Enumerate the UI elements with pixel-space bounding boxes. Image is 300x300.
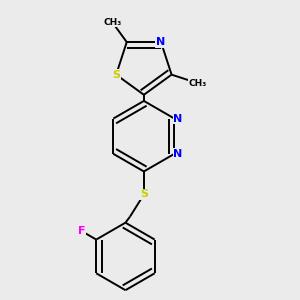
Text: CH₃: CH₃ [189, 79, 207, 88]
Text: F: F [78, 226, 85, 236]
Text: N: N [156, 37, 166, 47]
Text: N: N [173, 149, 183, 159]
Text: CH₃: CH₃ [103, 18, 122, 27]
Text: S: S [140, 190, 148, 200]
Text: N: N [173, 114, 183, 124]
Text: S: S [112, 70, 120, 80]
